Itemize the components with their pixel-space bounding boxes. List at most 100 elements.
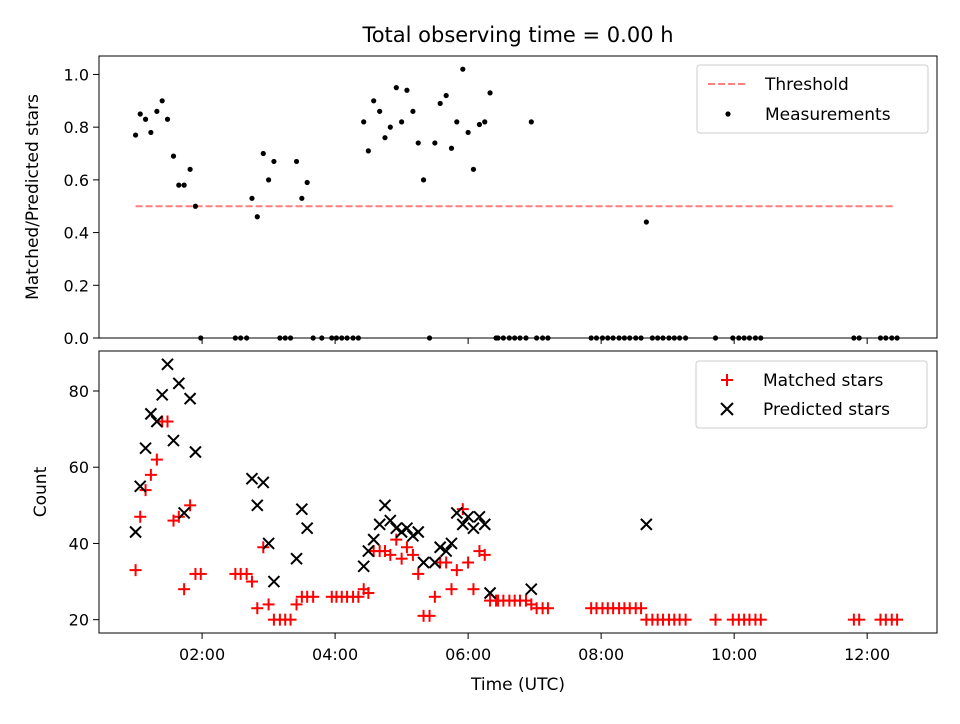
top-panel: 0.0 0.2 0.4 0.6 0.8 1.0 Matched/Predicted sta… [23,55,938,348]
top-y-tick-label: 0.8 [64,118,89,137]
bottom-plot-frame [98,350,938,634]
predicted-star-point [267,575,281,588]
measurement-point [410,108,416,114]
bottom-y-axis-label: Count [31,466,51,517]
predicted-star-point [400,521,414,535]
matched-star-point [709,613,722,626]
predicted-star-point [450,506,464,520]
predicted-star-point [155,388,169,402]
measurement-point [265,177,272,183]
measurement-point [470,166,477,172]
matched-star-point [384,548,397,561]
measurement-point [148,129,154,136]
measurement-point [437,100,443,107]
predicted-star-point [295,502,309,516]
measurement-point [448,145,455,151]
measurement-point [304,179,310,186]
measurement-point [154,108,160,114]
matched-star-point [262,598,275,611]
measurement-point [393,85,399,91]
predicted-star-point [172,377,186,390]
predicted-star-point [433,541,447,554]
predicted-star-point [395,525,408,539]
matched-star-point [754,613,767,626]
measurement-point [432,140,438,146]
measurement-point [260,150,266,157]
measurement-point [170,153,177,159]
predicted-star-point [245,472,259,485]
predicted-star-point [290,552,303,565]
bottom-x-tick-label: 06:00 [445,645,491,664]
bottom-legend-frame [695,360,928,429]
legend-threshold-label: Threshold [764,75,849,95]
matched-star-point [144,468,157,481]
top-y-axis: 0.0 0.2 0.4 0.6 0.8 1.0 [64,65,99,348]
measurement-point [142,116,149,122]
predicted-star-point [251,499,264,512]
measurement-point [164,116,171,122]
top-x-ticks [201,338,868,344]
measurement-point [299,195,305,201]
matched-star-point [635,602,648,615]
bottom-x-axis: 02:00 04:00 06:00 08:00 10:00 12:00 [179,633,890,664]
matched-star-point [284,613,297,626]
matched-star-point [478,548,491,561]
bottom-x-tick-label: 02:00 [179,645,225,664]
predicted-star-point [150,415,164,428]
legend-predicted-swatch [720,402,734,416]
measurement-point [643,219,649,225]
measurement-point [187,166,193,172]
measurement-point [382,135,388,141]
predicted-star-point [177,506,191,520]
matched-star-point [541,602,554,615]
measurement-point [465,129,471,136]
bottom-y-tick-label: 60 [69,458,89,477]
matched-star-point [853,613,866,626]
predicted-star-point [406,529,420,543]
measurement-point [487,90,493,96]
matched-star-point [423,609,436,622]
matched-star-point [184,499,197,512]
measurement-point [132,132,139,138]
measurement-point [181,182,187,188]
matched-star-point [240,567,253,580]
predicted-star-point [445,537,458,550]
bottom-x-tick-label: 10:00 [711,645,757,664]
matched-star-point [251,602,264,615]
legend-predicted-label: Predicted stars [763,400,890,420]
top-y-tick-label: 0.4 [64,224,89,243]
predicted-star-point [134,480,147,493]
matched-star-point [307,590,320,603]
predicted-star-point [467,521,480,535]
predicted-star-point [417,556,430,569]
measurement-point [176,182,182,188]
matched-star-point [450,564,463,577]
matched-star-point [134,510,147,523]
matched-star-point [194,567,207,580]
measurement-point [361,119,367,125]
matched-star-point [290,598,303,611]
matched-star-point [172,510,185,523]
predicted-star-point [129,525,142,539]
matched-star-point [456,503,469,516]
predicted-star-point [428,556,442,569]
bottom-x-tick-label: 04:00 [312,645,358,664]
top-legend-frame [696,64,929,134]
measurement-point [365,148,371,154]
bottom-x-tick-label: 12:00 [844,645,890,664]
predicted-star-point [384,514,397,527]
predicted-star-point [139,441,152,455]
predicted-star-point [300,521,314,535]
measurement-point [460,66,466,72]
predicted-star-point [525,582,538,596]
predicted-star-point [144,407,158,421]
measurement-point [293,158,300,165]
matched-star-point [462,556,475,569]
legend-matched-label: Matched stars [763,371,883,391]
predicted-star-point [262,537,275,550]
predicted-star-point [439,544,453,558]
measurement-point [454,119,460,125]
bottom-x-axis-label: Time (UTC) [470,675,565,695]
predicted-star-point [461,510,475,523]
